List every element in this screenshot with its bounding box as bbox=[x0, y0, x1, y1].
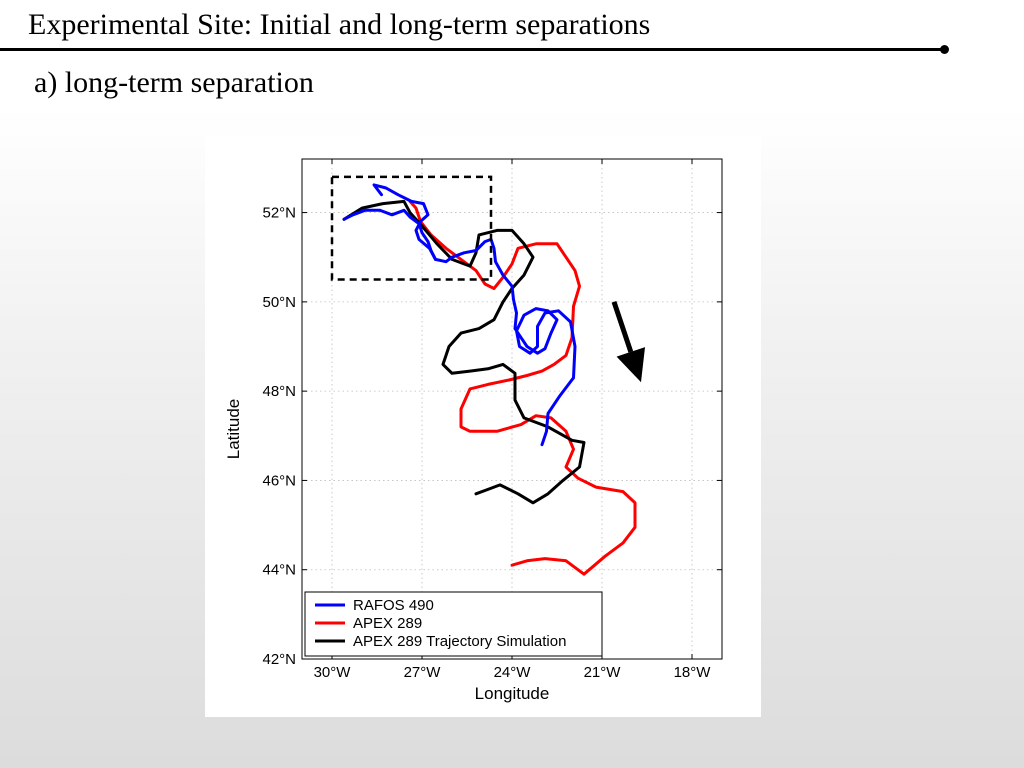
deployment-box bbox=[330, 175, 493, 281]
x-tick-label: 24°W bbox=[494, 664, 532, 681]
y-tick-label: 44°N bbox=[262, 562, 296, 579]
y-tick-label: 52°N bbox=[262, 205, 296, 222]
trajectory-chart: 30°W 27°W 24°W 21°W 18°W 42°N 44°N 46°N 48°N 50°N… bbox=[224, 158, 723, 703]
x-tick-label: 27°W bbox=[404, 664, 442, 681]
figure-panel: 30°W 27°W 24°W 21°W 18°W 42°N 44°N 46°N 48°N 50°N… bbox=[205, 136, 761, 717]
legend-label-0: RAFOS 490 bbox=[353, 597, 434, 614]
x-tick-label: 30°W bbox=[314, 664, 352, 681]
series-layer bbox=[342, 183, 637, 576]
y-tick-label: 46°N bbox=[262, 472, 296, 489]
legend-box bbox=[304, 591, 603, 657]
series-line-2 bbox=[342, 199, 586, 505]
drift-arrow-head bbox=[616, 347, 646, 383]
title-rule-dot bbox=[940, 45, 949, 54]
drift-arrow-shaft bbox=[611, 301, 634, 353]
legend-label-1: APEX 289 bbox=[353, 615, 422, 632]
grid-layer bbox=[302, 159, 722, 660]
annotation-layer bbox=[330, 175, 646, 383]
series-line-1 bbox=[408, 199, 637, 576]
x-axis-label: Longitude bbox=[475, 684, 550, 703]
series-line-0 bbox=[342, 208, 577, 447]
series-line-0-branch-0 bbox=[372, 183, 437, 261]
y-axis-label: Latitude bbox=[224, 399, 243, 460]
plot-frame bbox=[301, 158, 723, 660]
x-tick-label: 21°W bbox=[584, 664, 622, 681]
slide-subtitle: a) long-term separation bbox=[34, 66, 314, 99]
legend-label-2: APEX 289 Trajectory Simulation bbox=[353, 633, 566, 650]
y-tick-label: 42°N bbox=[262, 651, 296, 668]
x-tick-label: 18°W bbox=[674, 664, 712, 681]
y-tick-label: 50°N bbox=[262, 294, 296, 311]
y-tick-label: 48°N bbox=[262, 383, 296, 400]
ticks-layer: 30°W 27°W 24°W 21°W 18°W 42°N 44°N 46°N 48°N 50°N… bbox=[262, 159, 722, 681]
slide-title: Experimental Site: Initial and long-term… bbox=[28, 8, 651, 41]
title-rule bbox=[0, 48, 944, 51]
